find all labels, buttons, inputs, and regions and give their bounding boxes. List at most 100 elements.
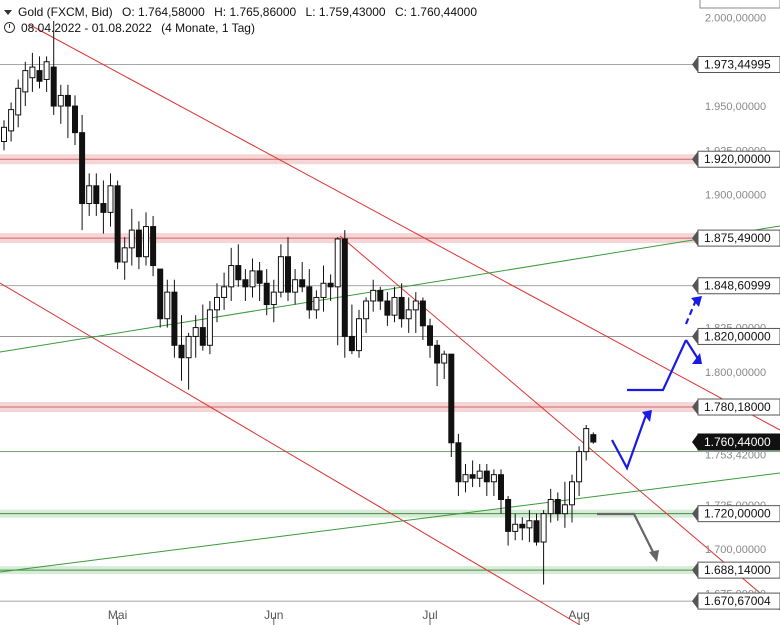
candle	[86, 185, 93, 205]
candle	[434, 344, 441, 364]
arrow-head-icon	[642, 410, 652, 422]
badge-pointer	[692, 151, 698, 168]
candle	[228, 265, 235, 288]
candle	[93, 185, 100, 205]
candle	[121, 247, 128, 263]
candle	[441, 353, 448, 364]
y-tick-label: 1.950,00000	[705, 101, 766, 113]
candle	[50, 66, 57, 107]
candle	[285, 256, 291, 293]
candle	[356, 318, 362, 352]
candle	[199, 327, 206, 346]
candle	[221, 286, 228, 298]
candle	[377, 289, 384, 302]
candle	[1, 126, 7, 142]
arrow-head-icon	[649, 550, 659, 562]
candle	[185, 335, 192, 359]
downtrend-line	[29, 24, 780, 431]
candle	[100, 203, 107, 213]
candle	[576, 451, 583, 483]
candle	[370, 289, 377, 302]
candle	[150, 226, 157, 267]
candle	[469, 474, 476, 479]
candle	[8, 109, 15, 132]
candle	[455, 442, 462, 483]
candle	[533, 520, 540, 543]
candle	[476, 470, 483, 479]
candle	[313, 296, 320, 311]
candle	[405, 309, 412, 320]
candle	[249, 270, 256, 288]
collapse-icon[interactable]	[4, 10, 12, 15]
candle	[256, 270, 263, 284]
candle	[540, 513, 547, 543]
arrow-head-icon	[692, 353, 702, 364]
candle	[590, 434, 597, 443]
candle	[242, 279, 249, 288]
close-value: C: 1.760,44000	[394, 5, 478, 19]
candle	[512, 523, 519, 532]
candle	[327, 282, 334, 288]
candle	[490, 474, 497, 483]
y-tick-label: 1.700,00000	[705, 544, 766, 556]
projection-path-up	[627, 339, 687, 392]
candle	[505, 498, 512, 532]
candle	[36, 70, 43, 82]
candle	[526, 520, 533, 529]
price-level-label: 1.820,00000	[704, 329, 771, 343]
instrument-name: Gold (FXCM, Bid)	[18, 5, 113, 19]
x-tick-label: Mai	[108, 608, 127, 622]
x-tick-label: Jun	[264, 608, 283, 622]
candle	[363, 300, 370, 320]
candle	[64, 94, 71, 107]
candle	[171, 291, 178, 346]
candle	[235, 265, 242, 281]
price-level-label: 1.670,67004	[704, 594, 771, 608]
candle	[128, 229, 135, 249]
candle	[43, 61, 50, 80]
price-level-label: 1.780,18000	[704, 400, 771, 414]
uptrend-line	[0, 472, 780, 573]
candle	[306, 286, 313, 311]
candle	[547, 498, 554, 515]
candle	[22, 70, 29, 93]
candle	[561, 504, 568, 515]
candle	[270, 291, 277, 306]
candle	[462, 474, 469, 483]
candle	[292, 279, 299, 293]
candle	[348, 335, 355, 352]
candle	[334, 238, 341, 288]
projection-path-swing	[611, 414, 648, 471]
date-range: 08.04.2022 - 01.08.2022	[21, 21, 152, 35]
price-level-label: 1.720,00000	[704, 507, 771, 521]
projection-path-down	[597, 512, 656, 557]
candle	[341, 238, 348, 337]
price-level-label: 1.875,49000	[704, 231, 771, 245]
candle	[164, 291, 171, 320]
downtrend-line	[0, 282, 581, 625]
period-label: (4 Monate, 1 Tag)	[161, 21, 255, 35]
candle	[398, 296, 405, 320]
candle	[157, 268, 164, 320]
downtrend-line	[339, 235, 780, 611]
clock-icon	[4, 22, 15, 33]
open-value: O: 1.764,58000	[122, 5, 205, 19]
current-price-label: 1.760,44000	[704, 435, 771, 449]
arrow-head-icon	[691, 296, 702, 307]
candle	[29, 66, 36, 79]
candle	[277, 256, 284, 293]
candle	[519, 523, 526, 529]
candle	[498, 474, 504, 500]
candle	[384, 300, 391, 316]
badge-pointer	[692, 562, 698, 579]
candle	[554, 498, 561, 515]
candle	[448, 353, 455, 444]
y-tick-label: 2.000,00000	[705, 12, 766, 24]
price-level-label: 1.920,00000	[704, 152, 771, 166]
candle	[263, 282, 270, 306]
y-tick-label: 1.900,00000	[705, 190, 766, 202]
badge-pointer	[692, 433, 698, 450]
candle	[412, 300, 419, 311]
price-level-label: 1.688,14000	[704, 563, 771, 577]
